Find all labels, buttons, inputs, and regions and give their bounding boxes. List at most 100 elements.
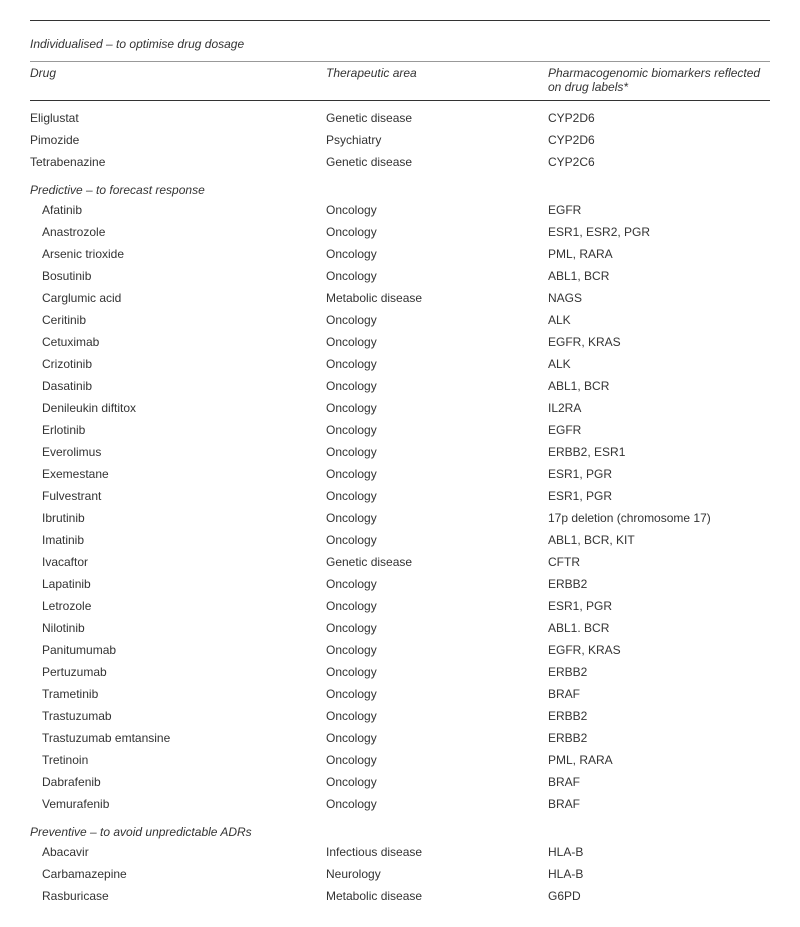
cell-biomarker: EGFR, KRAS [548,333,770,351]
cell-therapeutic-area: Oncology [326,575,548,593]
cell-biomarker: CFTR [548,553,770,571]
table-row: CeritinibOncologyALK [30,309,770,331]
header-drug: Drug [30,66,326,94]
cell-biomarker: HLA-B [548,843,770,861]
cell-therapeutic-area: Oncology [326,421,548,439]
cell-drug: Trastuzumab [30,707,326,725]
cell-biomarker: ERBB2, ESR1 [548,443,770,461]
table-row: LapatinibOncologyERBB2 [30,573,770,595]
table-row: PanitumumabOncologyEGFR, KRAS [30,639,770,661]
section2-body: AfatinibOncologyEGFRAnastrozoleOncologyE… [30,199,770,815]
cell-drug: Tretinoin [30,751,326,769]
cell-drug: Trametinib [30,685,326,703]
table-row: TrastuzumabOncologyERBB2 [30,705,770,727]
table-header-row: Drug Therapeutic area Pharmacogenomic bi… [30,66,770,101]
cell-drug: Carbamazepine [30,865,326,883]
cell-drug: Denileukin diftitox [30,399,326,417]
cell-therapeutic-area: Oncology [326,377,548,395]
table-row: TetrabenazineGenetic diseaseCYP2C6 [30,151,770,173]
table-row: DabrafenibOncologyBRAF [30,771,770,793]
cell-therapeutic-area: Oncology [326,773,548,791]
cell-biomarker: ESR1, PGR [548,487,770,505]
cell-biomarker: ERBB2 [548,575,770,593]
cell-therapeutic-area: Oncology [326,729,548,747]
main-section-title: Individualised – to optimise drug dosage [30,31,770,57]
cell-drug: Trastuzumab emtansine [30,729,326,747]
table-row: LetrozoleOncologyESR1, PGR [30,595,770,617]
cell-therapeutic-area: Oncology [326,641,548,659]
table-row: IbrutinibOncology17p deletion (chromosom… [30,507,770,529]
cell-therapeutic-area: Oncology [326,487,548,505]
cell-drug: Ivacaftor [30,553,326,571]
cell-biomarker: EGFR, KRAS [548,641,770,659]
cell-drug: Nilotinib [30,619,326,637]
table-row: AfatinibOncologyEGFR [30,199,770,221]
cell-biomarker: BRAF [548,795,770,813]
table-row: IvacaftorGenetic diseaseCFTR [30,551,770,573]
cell-biomarker: G6PD [548,887,770,905]
cell-biomarker: ERBB2 [548,663,770,681]
section2-title: Predictive – to forecast response [30,173,770,199]
section3-title: Preventive – to avoid unpredictable ADRs [30,815,770,841]
cell-therapeutic-area: Genetic disease [326,153,548,171]
cell-drug: Letrozole [30,597,326,615]
cell-biomarker: NAGS [548,289,770,307]
cell-drug: Crizotinib [30,355,326,373]
cell-biomarker: ERBB2 [548,729,770,747]
header-biomarker: Pharmacogenomic biomarkers reflected on … [548,66,770,94]
cell-drug: Afatinib [30,201,326,219]
cell-drug: Ibrutinib [30,509,326,527]
table-row: ErlotinibOncologyEGFR [30,419,770,441]
cell-therapeutic-area: Oncology [326,355,548,373]
table-row: PimozidePsychiatryCYP2D6 [30,129,770,151]
cell-drug: Cetuximab [30,333,326,351]
cell-biomarker: ESR1, PGR [548,465,770,483]
cell-drug: Anastrozole [30,223,326,241]
cell-therapeutic-area: Oncology [326,685,548,703]
cell-therapeutic-area: Metabolic disease [326,289,548,307]
cell-biomarker: CYP2D6 [548,131,770,149]
cell-biomarker: EGFR [548,201,770,219]
cell-drug: Erlotinib [30,421,326,439]
table-row: CarbamazepineNeurologyHLA-B [30,863,770,885]
table-row: AbacavirInfectious diseaseHLA-B [30,841,770,863]
cell-therapeutic-area: Oncology [326,707,548,725]
cell-therapeutic-area: Oncology [326,619,548,637]
cell-therapeutic-area: Oncology [326,333,548,351]
cell-biomarker: CYP2D6 [548,109,770,127]
cell-biomarker: ALK [548,311,770,329]
cell-biomarker: BRAF [548,685,770,703]
cell-therapeutic-area: Metabolic disease [326,887,548,905]
header-therapeutic-area: Therapeutic area [326,66,548,94]
cell-therapeutic-area: Oncology [326,663,548,681]
cell-therapeutic-area: Oncology [326,399,548,417]
cell-biomarker: ESR1, PGR [548,597,770,615]
cell-therapeutic-area: Oncology [326,597,548,615]
cell-therapeutic-area: Oncology [326,795,548,813]
cell-therapeutic-area: Genetic disease [326,109,548,127]
section-rule [30,61,770,62]
cell-drug: Imatinib [30,531,326,549]
cell-drug: Exemestane [30,465,326,483]
cell-therapeutic-area: Oncology [326,531,548,549]
cell-biomarker: ABL1, BCR, KIT [548,531,770,549]
cell-biomarker: BRAF [548,773,770,791]
cell-drug: Dasatinib [30,377,326,395]
cell-therapeutic-area: Oncology [326,311,548,329]
cell-drug: Pertuzumab [30,663,326,681]
cell-biomarker: PML, RARA [548,245,770,263]
cell-therapeutic-area: Oncology [326,223,548,241]
table-row: PertuzumabOncologyERBB2 [30,661,770,683]
cell-biomarker: ABL1. BCR [548,619,770,637]
cell-drug: Abacavir [30,843,326,861]
cell-drug: Fulvestrant [30,487,326,505]
cell-drug: Bosutinib [30,267,326,285]
cell-therapeutic-area: Oncology [326,509,548,527]
cell-drug: Eliglustat [30,109,326,127]
cell-biomarker: 17p deletion (chromosome 17) [548,509,770,527]
table-row: Carglumic acidMetabolic diseaseNAGS [30,287,770,309]
cell-biomarker: ABL1, BCR [548,267,770,285]
table-row: TrametinibOncologyBRAF [30,683,770,705]
cell-drug: Pimozide [30,131,326,149]
table-row: VemurafenibOncologyBRAF [30,793,770,815]
